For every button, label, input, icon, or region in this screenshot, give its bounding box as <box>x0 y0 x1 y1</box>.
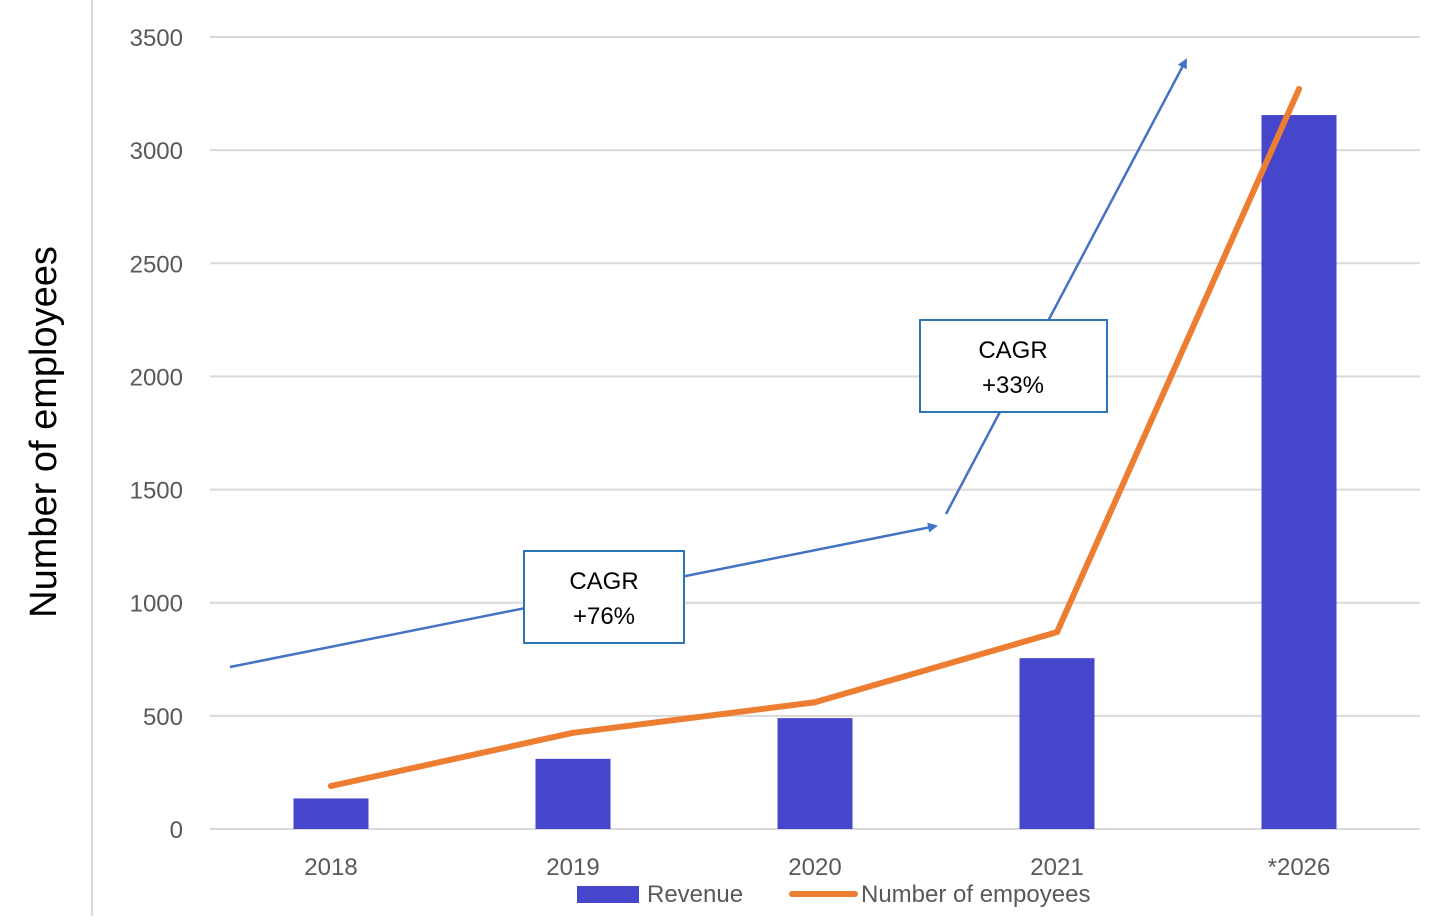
x-tick-label: 2018 <box>304 854 357 881</box>
revenue-bar <box>535 758 611 829</box>
y-tick-label: 3500 <box>130 25 183 52</box>
revenue-bar <box>293 798 369 829</box>
x-tick-label: 2019 <box>546 854 599 881</box>
legend-label-employees: Number of empoyees <box>861 881 1090 908</box>
employees-line-layer <box>328 86 1302 790</box>
employees-point <box>328 783 334 790</box>
cagr-box-1-line1: CAGR <box>569 568 638 595</box>
legend-label-revenue: Revenue <box>647 881 743 908</box>
cagr-box-2 <box>919 319 1108 413</box>
employees-point <box>812 699 818 706</box>
cagr-box-2-line2: +33% <box>982 372 1044 399</box>
cagr-box-1 <box>523 550 685 644</box>
cagr-annotation-1: CAGR +76% <box>523 550 685 644</box>
employees-point <box>1054 629 1060 636</box>
x-tick-label: 2021 <box>1030 854 1083 881</box>
cagr-annotation-2: CAGR +33% <box>919 319 1108 413</box>
cagr-box-1-line2: +76% <box>573 603 635 630</box>
y-axis-title: Number of employees <box>23 246 65 618</box>
x-tick-labels: 2018 2019 2020 2021 *2026 <box>304 854 1330 881</box>
y-tick-label: 1500 <box>130 478 183 505</box>
y-tick-label: 2500 <box>130 251 183 278</box>
y-tick-labels: 0 500 1000 1500 2000 2500 3000 3500 <box>130 25 183 844</box>
y-tick-label: 3000 <box>130 138 183 165</box>
revenue-bar <box>777 718 853 829</box>
employees-point <box>570 729 576 736</box>
gridlines <box>210 36 1420 830</box>
cagr-box-2-line1: CAGR <box>978 337 1047 364</box>
y-tick-label: 1000 <box>130 591 183 618</box>
employees-line <box>328 86 1302 790</box>
x-tick-label: 2020 <box>788 854 841 881</box>
revenue-bar <box>1261 115 1337 829</box>
employees-point <box>1296 86 1302 93</box>
x-tick-label: *2026 <box>1268 854 1331 881</box>
revenue-bar <box>1019 658 1095 829</box>
cagr-arrow-2 <box>944 58 1188 515</box>
legend-swatch-revenue <box>577 886 639 903</box>
revenue-bars <box>293 115 1337 829</box>
y-tick-label: 0 <box>170 817 183 844</box>
legend: Revenue Number of empoyees <box>577 881 1090 908</box>
y-tick-label: 500 <box>143 704 183 731</box>
y-tick-label: 2000 <box>130 364 183 391</box>
